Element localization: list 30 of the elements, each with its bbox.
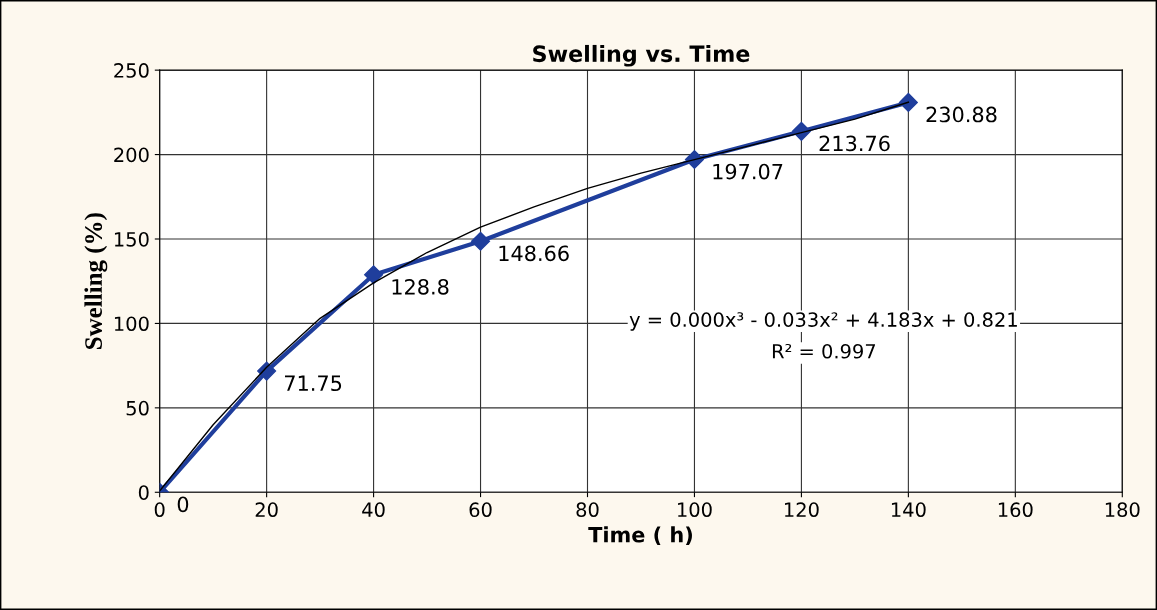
x-tick-label: 160: [998, 502, 1033, 518]
x-tick-label: 100: [678, 502, 712, 518]
y-tick-label: 200: [114, 147, 149, 163]
x-tick-label: 20: [255, 502, 278, 518]
point: [898, 92, 918, 112]
annotation: R² = 0.997: [772, 343, 876, 359]
data-label: 213.76: [819, 135, 890, 152]
x-tick-label: 180: [1105, 502, 1140, 518]
data-label: 197.07: [713, 163, 783, 180]
x-tick-label: 120: [784, 502, 819, 518]
data-label: 128.8: [392, 278, 449, 295]
x-tick-label: 80: [576, 502, 599, 518]
y-tick-label: 250: [114, 63, 149, 78]
annotation: y = 0.000x³ - 0.033x² + 4.183x + 0.821: [629, 312, 1017, 331]
point: [471, 231, 491, 251]
data-label: 148.66: [499, 245, 569, 262]
x-tick-label: 60: [469, 502, 492, 518]
point: [364, 265, 384, 285]
x-tick-label: 140: [891, 502, 926, 518]
y-tick-label: 100: [114, 316, 149, 332]
y-tick-label: 50: [126, 400, 149, 416]
x-tick-label: 0: [154, 502, 165, 518]
chart-title: Swelling vs. Time: [533, 44, 750, 67]
data-label: 230.88: [926, 106, 997, 123]
y-tick-label: 150: [114, 231, 149, 247]
x-axis-title: Time ( h): [588, 526, 692, 545]
data-label: 71.75: [285, 375, 342, 392]
y-tick-label: 0: [138, 485, 149, 500]
y-axis-title: Swelling (%): [84, 213, 108, 349]
x-tick-label: 40: [362, 502, 385, 518]
